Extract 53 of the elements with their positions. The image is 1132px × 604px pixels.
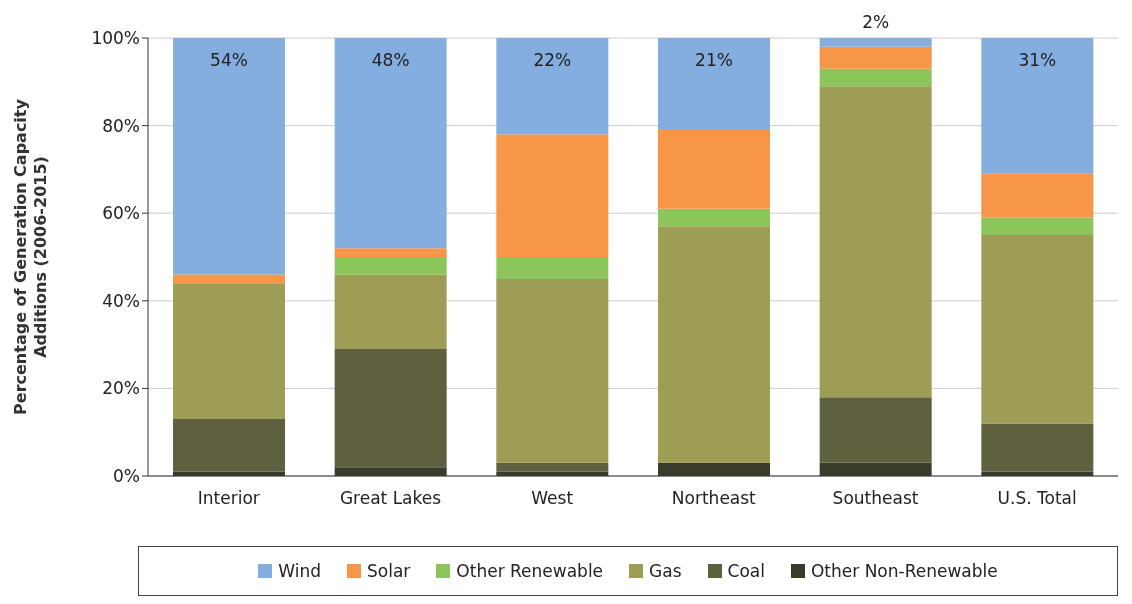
bar [981,217,1094,236]
data-label: 48% [371,50,410,70]
data-label: 31% [1018,50,1057,70]
bar [334,248,447,257]
x-tick-label: Interior [197,488,260,509]
bar [658,226,770,463]
bar [173,38,285,275]
bar [819,68,932,87]
bar [173,419,285,472]
bar [496,38,609,135]
x-tick-label: Great Lakes [339,488,442,509]
bar [334,274,447,349]
bar [981,38,1094,174]
bar [819,38,932,47]
x-tick-label: U.S. Total [997,488,1077,509]
bar [981,173,1094,218]
bar [496,134,609,257]
bar [658,129,770,209]
y-axis-title: Percentage of Generation Capacity Additions (2006-2015) [11,98,50,415]
bar [496,278,609,463]
bar [173,274,285,284]
bar [496,462,609,472]
bar [334,348,447,468]
legend-label: Other Non-Renewable [809,561,998,581]
bar [981,235,1094,424]
legend-label: Solar [366,561,411,581]
x-tick-label: West [531,488,574,509]
y-tick-label: 20% [102,378,140,399]
legend-label: Other Renewable [455,561,604,581]
legend-label: Wind [277,561,322,581]
y-tick-label: 40% [102,290,140,311]
data-label: 54% [210,50,248,70]
bar [334,257,447,275]
bar [173,283,285,420]
bar [334,38,447,249]
bar [658,208,770,227]
y-tick-label: 60% [102,203,140,224]
bar [981,423,1094,472]
bar [819,46,932,69]
y-tick-label: 100% [91,28,140,49]
y-tick-label: 0% [113,466,140,487]
x-tick-label: Northeast [671,488,757,509]
bar [819,86,932,398]
x-tick-label: Southeast [832,488,919,509]
data-label: 21% [695,50,733,70]
data-label: 2% [862,12,890,32]
y-tick-label: 80% [102,115,140,136]
bar [819,397,932,463]
bar [658,38,770,130]
bar [496,257,609,279]
legend-label: Coal [726,561,765,581]
legend-label: Gas [648,561,682,581]
data-label: 22% [533,50,572,70]
